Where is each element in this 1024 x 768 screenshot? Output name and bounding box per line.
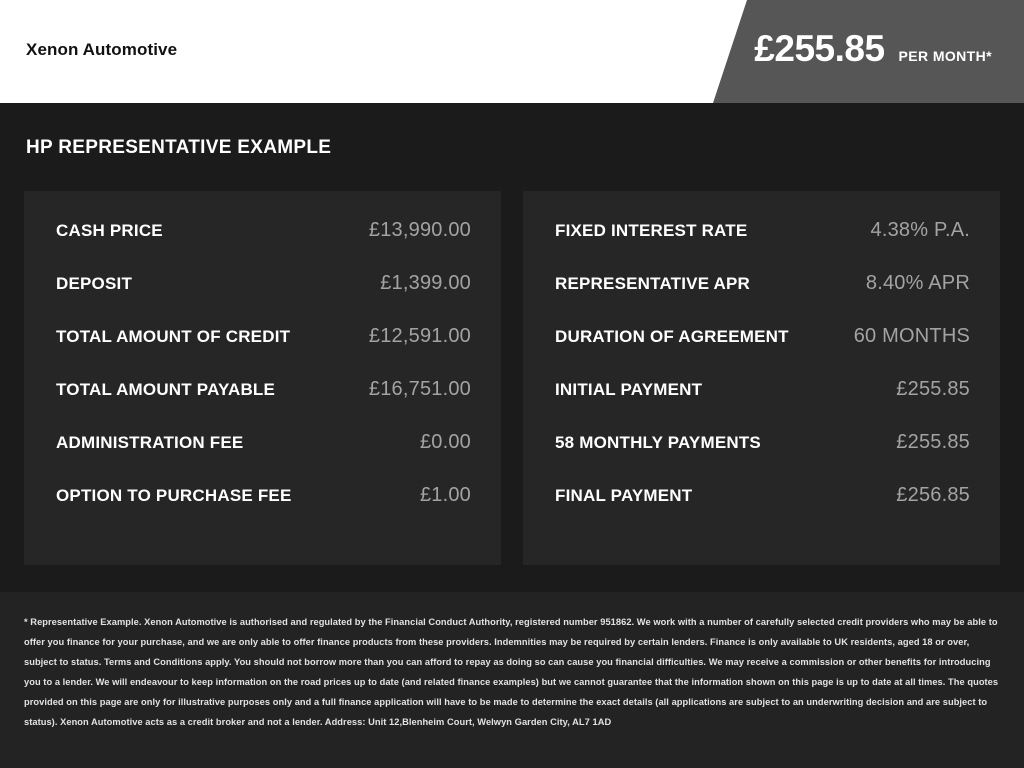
finance-row-label: ADMINISTRATION FEE <box>56 433 244 452</box>
finance-row: DURATION OF AGREEMENT 60 MONTHS <box>555 325 970 378</box>
finance-row-value: £12,591.00 <box>368 325 471 347</box>
monthly-price-group: £255.85 PER MONTH* <box>754 30 992 67</box>
finance-row-label: CASH PRICE <box>56 221 163 240</box>
page-title: HP REPRESENTATIVE EXAMPLE <box>26 137 332 158</box>
finance-panel-right: FIXED INTEREST RATE 4.38% P.A. REPRESENTAT… <box>523 191 1000 565</box>
finance-row-label: 58 MONTHLY PAYMENTS <box>555 433 761 452</box>
finance-row: FINAL PAYMENT £256.85 <box>555 484 970 537</box>
finance-row-label: TOTAL AMOUNT PAYABLE <box>56 380 276 399</box>
finance-row-label: DEPOSIT <box>56 274 133 293</box>
finance-row-label: DURATION OF AGREEMENT <box>555 327 789 346</box>
finance-row: OPTION TO PURCHASE FEE £1.00 <box>56 484 471 537</box>
finance-details-panels: CASH PRICE £13,990.00 DEPOSIT £1,399.00 TOTA… <box>24 191 1000 565</box>
page-header: Xenon Automotive £255.85 PER MONTH* <box>0 0 1024 103</box>
finance-row-value: £256.85 <box>896 484 970 506</box>
finance-panel-left: CASH PRICE £13,990.00 DEPOSIT £1,399.00 TOTA… <box>24 191 501 565</box>
finance-row-value: £13,990.00 <box>368 219 471 241</box>
finance-row-value: £16,751.00 <box>368 378 471 400</box>
finance-row-label: FIXED INTEREST RATE <box>555 221 748 240</box>
finance-row: REPRESENTATIVE APR 8.40% APR <box>555 272 970 325</box>
finance-row-label: OPTION TO PURCHASE FEE <box>56 486 292 505</box>
dealer-name: Xenon Automotive <box>26 40 178 59</box>
finance-row: ADMINISTRATION FEE £0.00 <box>56 431 471 484</box>
finance-row-value: £255.85 <box>896 431 970 453</box>
finance-row-value: £255.85 <box>896 378 970 400</box>
finance-row-label: TOTAL AMOUNT OF CREDIT <box>56 327 291 346</box>
finance-row: FIXED INTEREST RATE 4.38% P.A. <box>555 219 970 272</box>
finance-row: TOTAL AMOUNT PAYABLE £16,751.00 <box>56 378 471 431</box>
finance-row-value: 8.40% APR <box>865 272 970 294</box>
monthly-price-amount: £255.85 <box>754 28 885 69</box>
monthly-price-suffix: PER MONTH* <box>898 48 992 64</box>
finance-row-value: 4.38% P.A. <box>870 219 970 241</box>
finance-row-label: FINAL PAYMENT <box>555 486 693 505</box>
finance-row: INITIAL PAYMENT £255.85 <box>555 378 970 431</box>
monthly-price-panel: £255.85 PER MONTH* <box>713 0 1024 103</box>
finance-row-value: £1,399.00 <box>380 272 471 294</box>
finance-row-value: 60 MONTHS <box>853 325 970 347</box>
finance-row-value: £0.00 <box>419 431 471 453</box>
finance-row-label: REPRESENTATIVE APR <box>555 274 751 293</box>
finance-row-label: INITIAL PAYMENT <box>555 380 703 399</box>
representative-example-disclaimer: * Representative Example. Xenon Automoti… <box>24 617 999 727</box>
finance-row: 58 MONTHLY PAYMENTS £255.85 <box>555 431 970 484</box>
finance-row: CASH PRICE £13,990.00 <box>56 219 471 272</box>
page-footer: * Representative Example. Xenon Automoti… <box>0 592 1024 768</box>
finance-row: DEPOSIT £1,399.00 <box>56 272 471 325</box>
finance-row-value: £1.00 <box>419 484 471 506</box>
finance-row: TOTAL AMOUNT OF CREDIT £12,591.00 <box>56 325 471 378</box>
